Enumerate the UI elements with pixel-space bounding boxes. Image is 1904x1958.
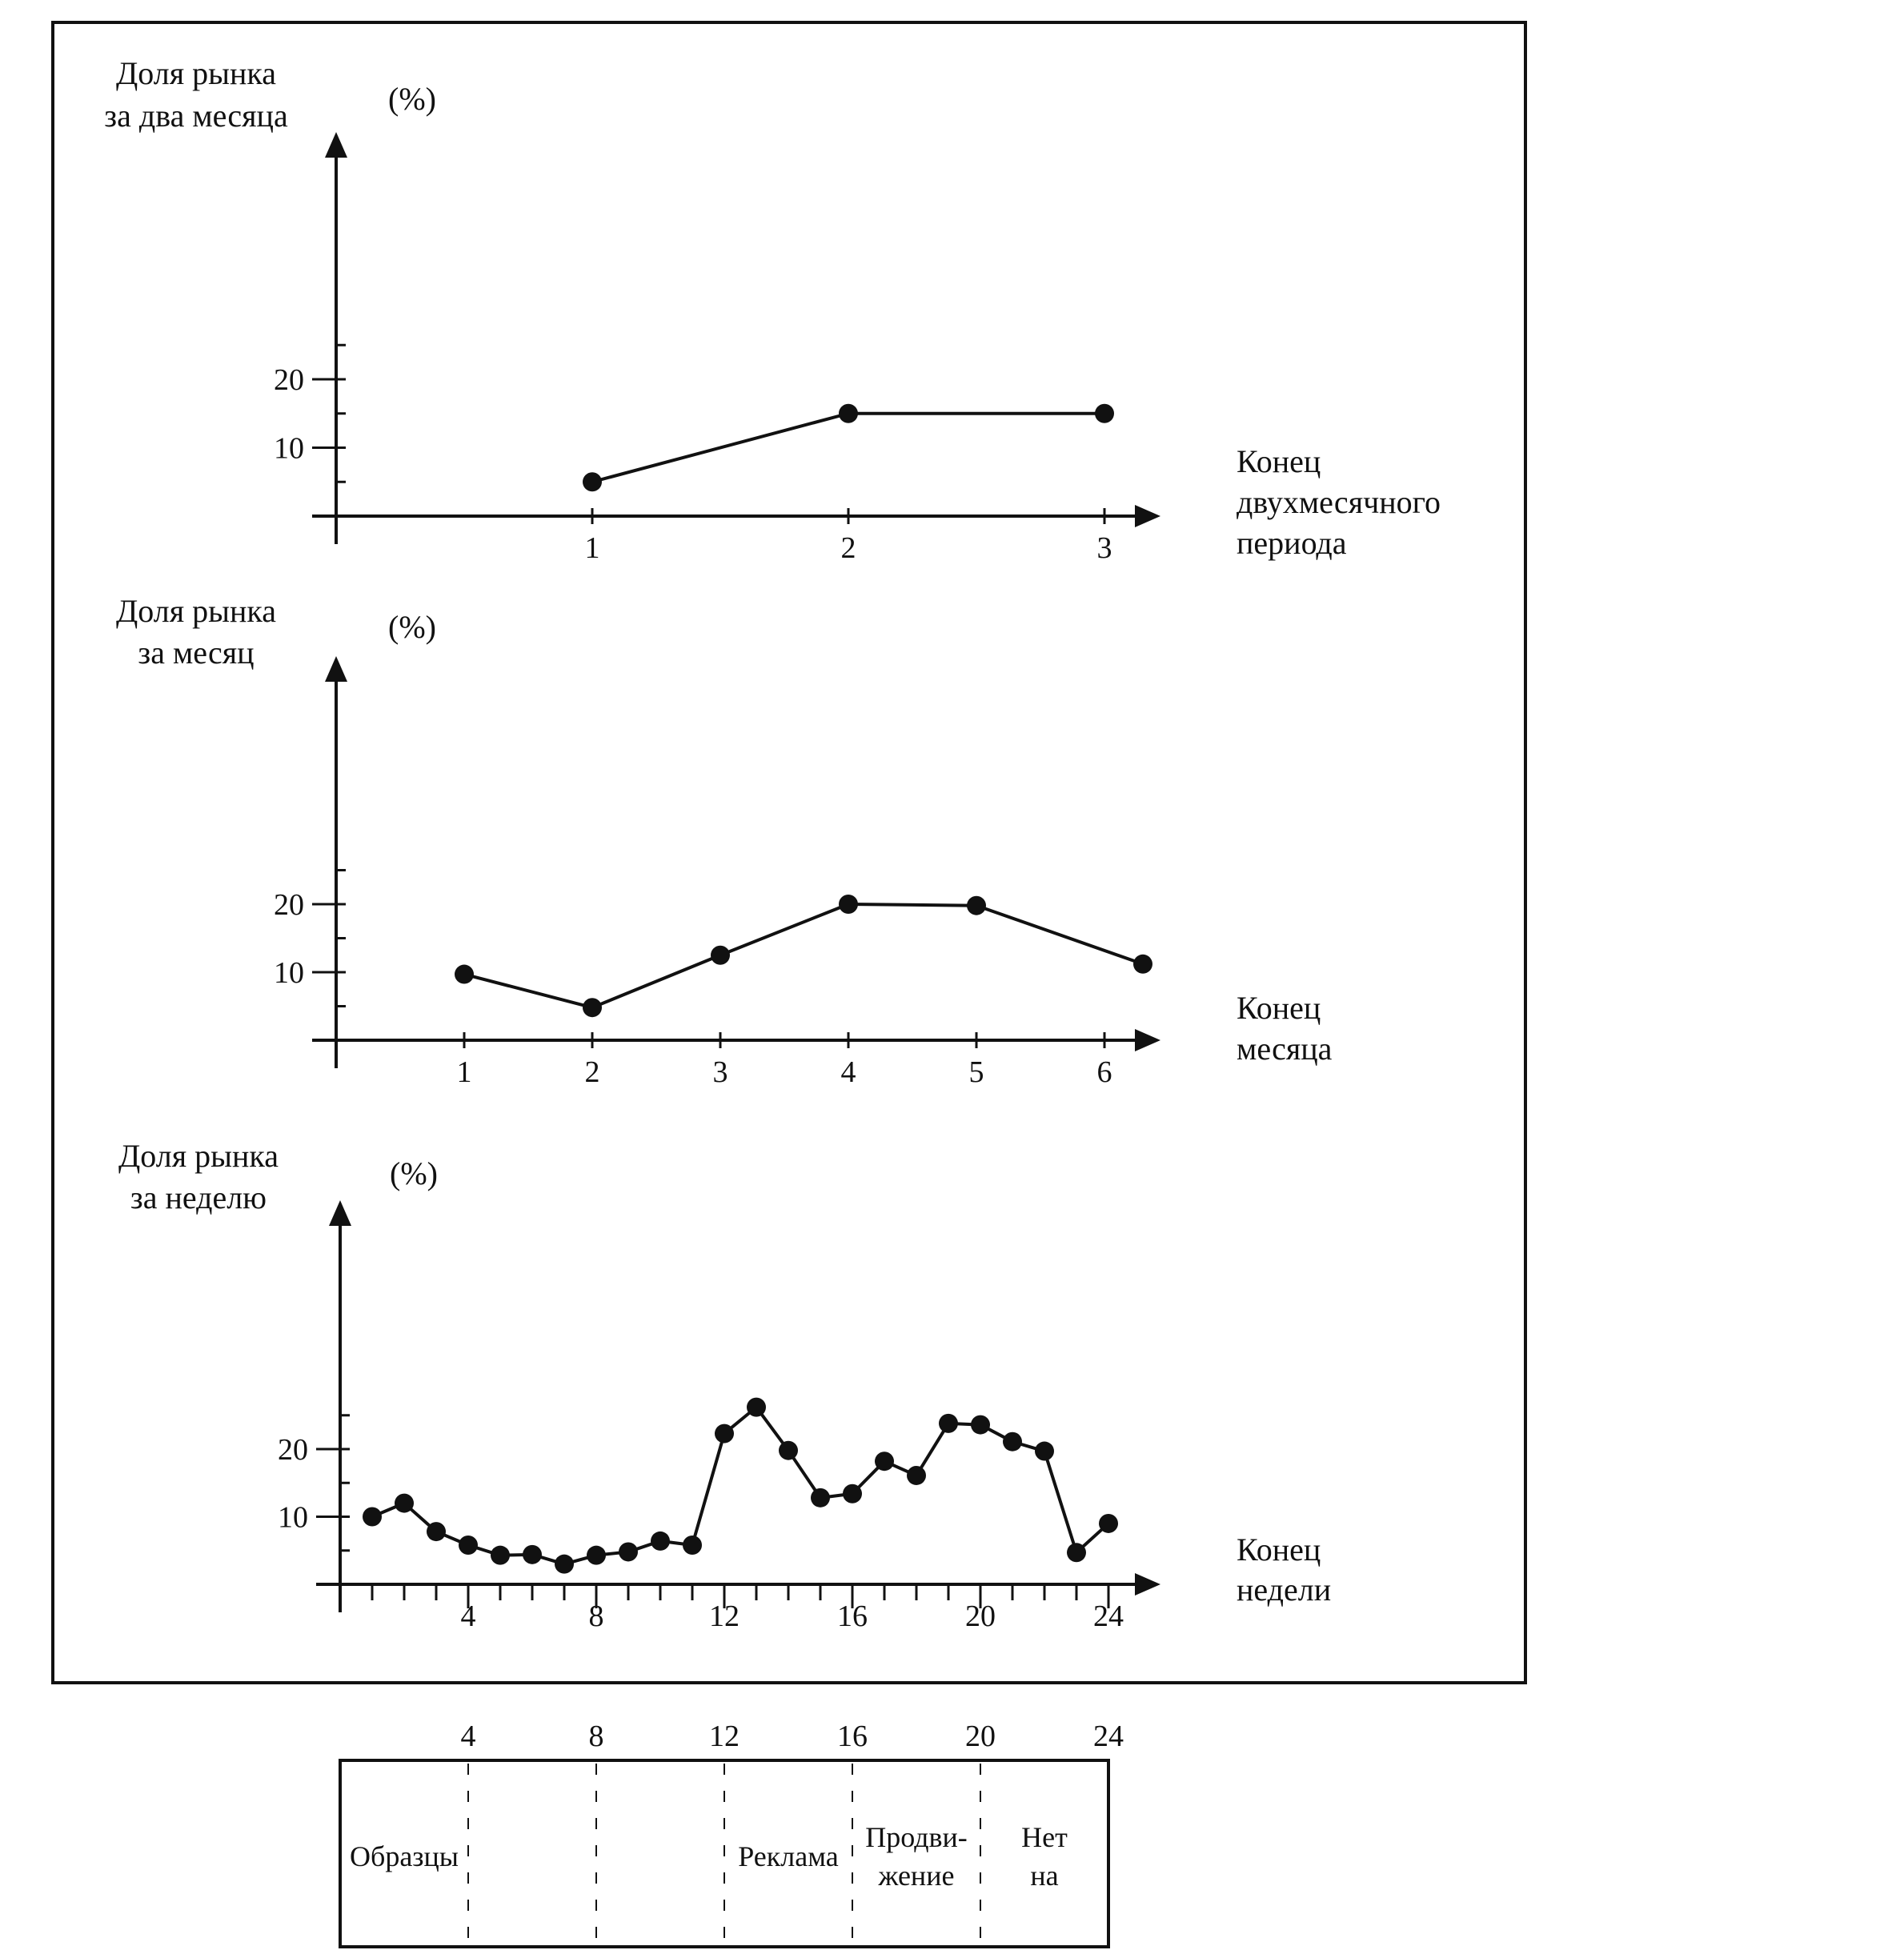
y-axis-title: Доля рынка [116,593,276,629]
y-tick-label: 10 [278,1501,308,1535]
chart-1: 10 20 1 2 3 Доля рынка за два месяца (%) Конец дв… [104,55,1441,565]
data-point [779,1440,798,1460]
y-axis-arrowhead [325,132,347,158]
phase-week-label: 20 [965,1720,996,1753]
y-axis-title: Доля рынка [118,1138,279,1174]
x-axis-title: Конец [1237,443,1321,479]
phase-week-label: 24 [1093,1720,1124,1753]
data-point [583,472,602,492]
x-tick-label: 5 [969,1055,984,1089]
data-point [839,895,858,914]
data-point [619,1542,638,1562]
data-point [811,1488,830,1508]
x-tick-label: 16 [837,1600,868,1633]
x-axis-title: периода [1237,525,1347,561]
phase-week-label: 12 [709,1720,740,1753]
y-axis-arrowhead [325,656,347,682]
data-point [843,1484,862,1504]
data-point [459,1535,478,1555]
data-point [363,1507,382,1527]
data-point [971,1415,990,1435]
phase-table: 4 8 12 16 20 24 Образцы Реклама Продви-жение Нет н… [339,1720,1124,1948]
x-tick-label: 1 [585,531,600,565]
series-line [463,903,1144,1010]
data-point [523,1544,542,1564]
y-axis-unit: (%) [388,609,436,645]
data-point [683,1535,702,1555]
x-tick-label: 20 [965,1600,996,1633]
x-axis-title: двухмесячного [1237,484,1441,520]
phase-label: Реклама [738,1840,838,1872]
phase-table-frame [339,1759,1110,1948]
data-point [839,403,858,423]
y-axis-unit: (%) [388,81,436,117]
y-axis-title: Доля рынка [116,55,276,91]
data-point [427,1522,446,1542]
x-axis-title: недели [1237,1572,1331,1608]
chart-3: 10 20 4 8 12 16 20 24 Доля рынка за неделю (%) Коне… [118,1138,1331,1633]
x-axis-arrowhead [1135,1573,1160,1596]
data-point [711,945,730,965]
data-point [1067,1543,1086,1563]
data-point [587,1545,606,1565]
y-axis-title: за два месяца [104,98,288,134]
x-tick-label: 1 [457,1055,472,1089]
data-point [967,895,986,915]
phase-label: Продви- [865,1821,968,1853]
phase-label: Нет [1021,1821,1068,1853]
data-point [583,998,602,1018]
y-tick-label: 10 [274,432,304,466]
x-axis-arrowhead [1135,1029,1160,1051]
x-tick-label: 6 [1097,1055,1112,1089]
x-axis-arrowhead [1135,505,1160,527]
y-tick-label: 20 [274,363,304,397]
data-point [875,1451,894,1472]
data-point [651,1531,670,1551]
data-point [455,964,474,984]
data-point [1095,403,1114,423]
x-tick-label: 12 [709,1600,740,1633]
y-tick-label: 20 [274,888,304,922]
chart-2: 10 20 1 2 3 4 5 6 Доля рынка за месяц (%) Конец меся… [116,593,1333,1089]
phase-week-label: 16 [837,1720,868,1753]
x-tick-label: 2 [841,531,856,565]
y-axis-title: за месяц [138,635,254,671]
data-point [555,1554,574,1574]
phase-label: жение [878,1860,955,1892]
x-tick-label: 4 [841,1055,856,1089]
x-tick-label: 3 [713,1055,728,1089]
y-tick-label: 10 [274,956,304,990]
x-tick-label: 3 [1097,531,1112,565]
phase-week-label: 4 [461,1720,476,1753]
data-point [1099,1513,1118,1533]
data-point [1035,1441,1054,1461]
data-point [491,1545,510,1565]
y-axis-unit: (%) [390,1155,438,1191]
phase-label: Образцы [350,1840,459,1872]
phase-week-label: 8 [589,1720,604,1753]
data-point [907,1465,926,1485]
data-point [939,1413,958,1433]
data-point [747,1397,766,1417]
data-point [1133,954,1152,974]
phase-label: на [1030,1860,1058,1892]
figure-frame [51,21,1527,1684]
series-line [371,1405,1110,1566]
y-axis-arrowhead [329,1200,351,1226]
x-tick-label: 4 [461,1600,476,1633]
data-point [395,1493,414,1513]
data-point [715,1423,734,1443]
y-tick-label: 20 [278,1433,308,1467]
x-axis-title: Конец [1237,1532,1321,1568]
x-tick-label: 24 [1093,1600,1124,1633]
x-tick-label: 8 [589,1600,604,1633]
series-line [591,411,1104,484]
data-point [1003,1431,1022,1451]
x-axis-title: Конец [1237,990,1321,1026]
x-axis-title: месяца [1237,1031,1333,1067]
y-axis-title: за неделю [130,1179,267,1215]
x-tick-label: 2 [585,1055,600,1089]
